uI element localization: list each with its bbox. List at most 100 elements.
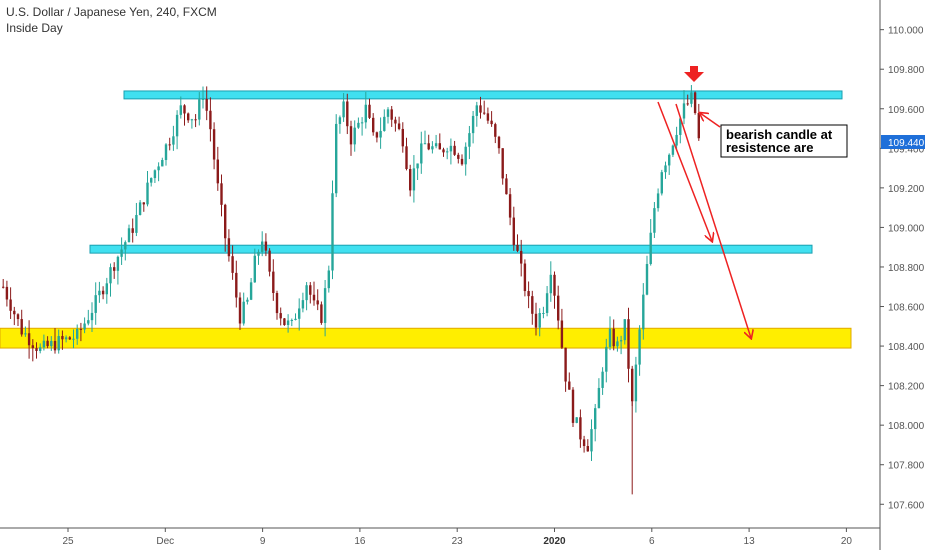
candle — [72, 329, 75, 349]
candle — [68, 336, 71, 340]
candle — [105, 277, 108, 304]
candle — [9, 287, 12, 319]
candle — [357, 117, 360, 129]
candle — [412, 155, 416, 203]
candle — [331, 180, 334, 280]
candle — [316, 289, 319, 311]
x-tick-label: 23 — [452, 536, 464, 547]
candle — [2, 278, 5, 289]
candle — [249, 277, 253, 301]
candle — [649, 219, 652, 266]
candle — [594, 403, 597, 442]
chart-title: U.S. Dollar / Japanese Yen, 240, FXCM — [6, 5, 217, 19]
x-tick-label: 20 — [841, 536, 853, 547]
candle — [309, 282, 312, 304]
candle — [268, 248, 271, 277]
candle — [235, 260, 238, 308]
candle — [283, 317, 286, 326]
candle — [272, 259, 275, 301]
candle — [645, 255, 649, 296]
y-tick-label: 109.800 — [888, 65, 925, 76]
candle — [113, 262, 116, 279]
candle — [5, 280, 9, 307]
candle — [261, 231, 264, 257]
candle — [227, 229, 231, 262]
candle — [50, 336, 53, 351]
candle — [46, 336, 49, 349]
candle — [405, 137, 408, 171]
annotation-line-2: resistence are — [726, 140, 813, 155]
candle — [619, 335, 623, 355]
candle — [664, 161, 667, 179]
candle — [434, 134, 438, 149]
candle — [161, 157, 164, 167]
candle — [512, 206, 515, 251]
candle — [679, 117, 682, 144]
candle — [364, 91, 367, 129]
candle — [98, 281, 101, 303]
candle — [246, 297, 249, 305]
candle — [209, 97, 212, 142]
candle — [568, 372, 571, 390]
candle — [175, 110, 179, 150]
candle — [368, 98, 371, 120]
y-tick-label: 108.000 — [888, 421, 925, 432]
annotation-line-1: bearish candle at — [726, 127, 833, 142]
candle — [575, 417, 578, 424]
candle — [342, 93, 345, 122]
candle — [87, 309, 90, 326]
candle — [301, 292, 305, 313]
candle — [27, 320, 31, 359]
candle — [172, 125, 175, 151]
candle — [61, 330, 64, 350]
candle — [127, 224, 131, 243]
candle — [693, 91, 697, 115]
candle — [468, 125, 471, 160]
x-tick-label: 16 — [354, 536, 366, 547]
candle — [257, 249, 260, 265]
y-tick-label: 109.400 — [888, 144, 925, 155]
candle — [597, 378, 601, 409]
candle — [375, 131, 379, 143]
candle — [64, 335, 68, 343]
candle — [486, 107, 490, 124]
candle — [216, 146, 219, 191]
candle — [31, 339, 34, 362]
candle — [360, 117, 364, 136]
candle — [305, 282, 308, 311]
candle — [582, 435, 586, 453]
candle — [675, 126, 678, 151]
candle — [423, 130, 427, 145]
candle — [190, 118, 194, 129]
candle — [471, 110, 475, 144]
candle — [682, 90, 686, 125]
x-tick-label: 6 — [649, 536, 655, 547]
candle — [449, 138, 453, 165]
candle — [349, 120, 353, 156]
y-tick-label: 109.000 — [888, 223, 925, 234]
y-tick-label: 108.600 — [888, 303, 925, 314]
candle — [338, 115, 342, 134]
candle — [656, 188, 660, 212]
candle — [205, 86, 208, 121]
candle — [653, 202, 656, 238]
annotation-pointer-arrow — [700, 113, 721, 128]
candle — [294, 313, 297, 321]
candle — [79, 322, 83, 342]
candle — [279, 307, 282, 326]
candle — [446, 147, 449, 160]
candle — [538, 308, 541, 337]
candle — [586, 439, 589, 452]
candle — [212, 122, 216, 170]
candle — [224, 203, 227, 252]
y-tick-label: 108.400 — [888, 342, 925, 353]
candle — [579, 409, 582, 448]
x-tick-label: 9 — [260, 536, 266, 547]
candle — [135, 202, 138, 237]
candle — [116, 255, 120, 285]
candle — [13, 306, 16, 326]
x-tick-label: Dec — [156, 536, 174, 547]
candle — [623, 319, 626, 345]
candle — [253, 248, 256, 283]
